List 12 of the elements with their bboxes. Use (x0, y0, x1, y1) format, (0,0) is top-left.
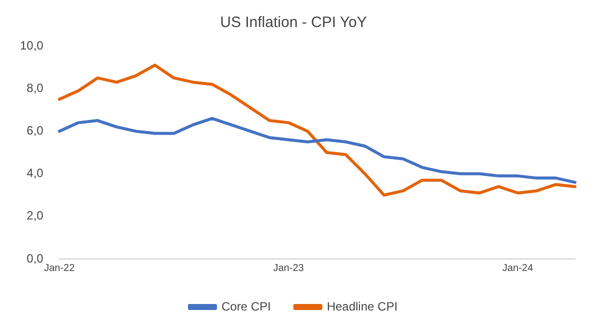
x-tick-label: Jan-23 (273, 262, 304, 274)
y-tick-label: 0,0 (26, 251, 44, 266)
y-tick-label: 6,0 (26, 124, 44, 138)
y-tick-label: 10,0 (20, 38, 44, 52)
y-tick-label: 4,0 (26, 166, 44, 180)
x-tick-label: Jan-24 (502, 262, 534, 274)
legend-label: Headline CPI (326, 299, 398, 314)
y-tick-label: 2,0 (26, 208, 44, 223)
y-tick-label: 8,0 (26, 80, 44, 95)
x-tick-label: Jan-22 (44, 262, 76, 274)
chart-title: US Inflation - CPI YoY (220, 14, 367, 32)
legend-label: Core CPI (221, 299, 271, 314)
